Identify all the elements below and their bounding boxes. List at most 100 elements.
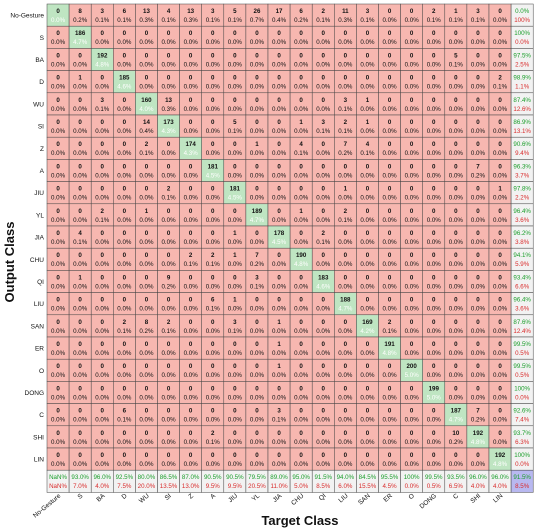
matrix-cell: 0 0.0% [68,247,92,271]
cell-percent-label: 0.0% [73,461,88,468]
cell-count-label: 0 [322,208,326,215]
cell-count-label: 93.5% [447,474,465,481]
cell-count-label: 0 [211,119,215,126]
matrix-cell: 0 0.0% [223,425,247,449]
cell-percent-label: 0.0% [427,106,442,113]
matrix-cell: 0 0.0% [444,70,468,94]
cell-count-label: 3 [344,97,348,104]
matrix-cell: 0 0.0% [422,447,446,471]
matrix-cell: 0 0.0% [289,181,313,205]
cell-percent-label: 0.0% [95,372,110,379]
cell-percent-label: 0.0% [73,306,88,313]
cell-percent-label: 4.0% [95,483,110,490]
cell-percent-label: 0.0% [272,195,287,202]
matrix-cell: 0 0.0% [90,181,114,205]
matrix-cell: 0 0.0% [289,425,313,449]
cell-percent-label: 0.1% [161,328,176,335]
cell-count-label: 0 [167,430,171,437]
cell-count-label: 84.5% [359,474,377,481]
cell-percent-label: 0.0% [95,128,110,135]
cell-percent-label: 0.0% [73,261,88,268]
diagonal-cell: 189 4.7% [245,203,269,227]
cell-percent-label: 11.0% [271,483,289,490]
matrix-cell: 0 0.0% [201,447,225,471]
cell-percent-label: 0.0% [184,350,199,357]
cell-count-label: 0 [145,363,149,370]
matrix-cell: 0 0.0% [356,336,379,360]
cell-percent-label: 0.1% [294,150,309,157]
cell-count-label: 0 [388,163,392,170]
cell-count-label: 0 [498,30,502,37]
matrix-cell: 0 0.0% [488,381,512,404]
cell-count-label: 0 [167,141,171,148]
cell-count-label: 0 [123,97,127,104]
y-tick-label: ER [35,346,44,353]
cell-percent-label: 0.0% [493,239,508,246]
cell-count-label: 0 [78,363,82,370]
cell-count-label: 0 [101,119,105,126]
cell-count-label: 0 [322,319,326,326]
cell-count-label: 0 [78,408,82,415]
cell-percent-label: 0.0% [405,195,420,202]
cell-count-label: 3 [101,8,105,15]
cell-percent-label: 4.0% [493,483,508,490]
cell-count-label: 0 [101,141,105,148]
matrix-cell: 0 0.0% [400,3,423,27]
cell-percent-label: 0.0% [405,39,420,46]
matrix-cell: 0 0.0% [334,159,357,182]
matrix-cell: 0 0.0% [466,70,490,94]
matrix-cell: 0 0.0% [422,336,446,360]
matrix-cell: 0 0.0% [466,358,490,382]
matrix-cell: 0 0.0% [113,447,136,471]
cell-count-label: 0 [410,52,414,59]
matrix-cell: 0 0.0% [46,92,70,116]
cell-percent-label: 0.0% [493,61,508,68]
cell-count-label: 0 [123,430,127,437]
cell-percent-label: 0.0% [51,84,66,91]
cell-count-label: 0 [56,385,60,392]
cell-percent-label: 0.0% [206,195,221,202]
matrix-cell: 0 0.0% [135,25,158,49]
cell-count-label: 8 [78,8,82,15]
cell-count-label: 0 [78,341,82,348]
cell-count-label: 0 [277,141,281,148]
cell-percent-label: 8.5% [316,483,331,490]
cell-count-label: 14 [143,119,150,126]
cell-count-label: 200 [406,363,417,370]
cell-count-label: 0 [277,75,281,82]
cell-count-label: 1 [78,274,82,281]
diagonal-cell: 192 4.8% [466,425,490,449]
y-tick-label: Z [40,146,44,153]
cell-count-label: 0 [476,319,480,326]
cell-percent-label: 0.0% [316,217,331,224]
cell-percent-label: 0.0% [228,394,243,401]
cell-count-label: 0 [189,230,193,237]
cell-count-label: 0 [56,75,60,82]
cell-count-label: 0 [211,30,215,37]
cell-percent-label: 0.0% [294,350,309,357]
cell-count-label: 0 [476,119,480,126]
cell-count-label: 191 [384,341,395,348]
y-tick-label: SHI [33,434,44,441]
cell-percent-label: 0.0% [139,350,154,357]
matrix-cell: 0 0.0% [334,225,357,249]
cell-percent-label: 0.0% [139,61,154,68]
matrix-cell: 0 0.0% [334,403,357,427]
matrix-cell: 0 0.0% [444,314,468,338]
diagonal-cell: 192 4.8% [488,447,512,471]
cell-percent-label: 0.0% [117,239,132,246]
cell-count-label: 0 [145,452,149,459]
matrix-cell: 0 0.0% [135,247,158,271]
cell-percent-label: 0.0% [184,172,199,179]
cell-percent-label: 0.0% [139,195,154,202]
cell-count-label: 100% [514,385,530,392]
cell-count-label: 87.0% [182,474,200,481]
cell-count-label: 0 [233,52,237,59]
cell-count-label: 0 [255,186,259,193]
cell-percent-label: 0.0% [316,195,331,202]
matrix-cell: 0 0.0% [135,270,158,293]
cell-count-label: 0 [233,452,237,459]
cell-percent-label: 0.0% [316,261,331,268]
matrix-cell: 0 0.0% [267,381,291,404]
